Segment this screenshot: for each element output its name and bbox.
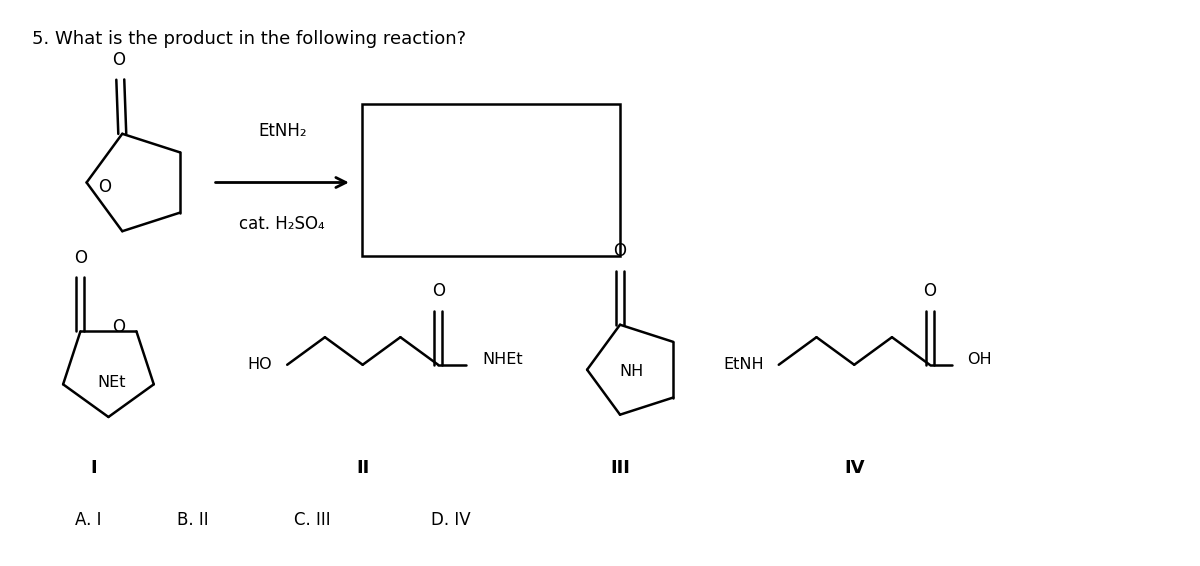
Text: NEt: NEt <box>98 375 126 390</box>
Text: O: O <box>112 51 125 69</box>
Text: O: O <box>98 178 110 196</box>
Text: NH: NH <box>620 364 644 379</box>
Text: I: I <box>90 459 97 477</box>
Text: A. I: A. I <box>76 512 102 529</box>
Bar <box>361 104 620 256</box>
Text: B. II: B. II <box>178 512 209 529</box>
Text: EtNH: EtNH <box>724 357 764 372</box>
Text: IV: IV <box>844 459 864 477</box>
Text: C. III: C. III <box>294 512 330 529</box>
Text: NHEt: NHEt <box>482 353 523 367</box>
Text: II: II <box>356 459 370 477</box>
Text: O: O <box>112 318 125 336</box>
Text: O: O <box>74 248 86 267</box>
Text: OH: OH <box>967 353 992 367</box>
Text: HO: HO <box>247 357 272 372</box>
Text: O: O <box>432 282 445 300</box>
Text: O: O <box>613 242 626 260</box>
Text: D. IV: D. IV <box>431 512 470 529</box>
Text: O: O <box>923 282 936 300</box>
Text: cat. H₂SO₄: cat. H₂SO₄ <box>240 215 325 233</box>
Text: EtNH₂: EtNH₂ <box>258 122 306 140</box>
Text: 5. What is the product in the following reaction?: 5. What is the product in the following … <box>32 30 466 48</box>
Text: III: III <box>610 459 630 477</box>
